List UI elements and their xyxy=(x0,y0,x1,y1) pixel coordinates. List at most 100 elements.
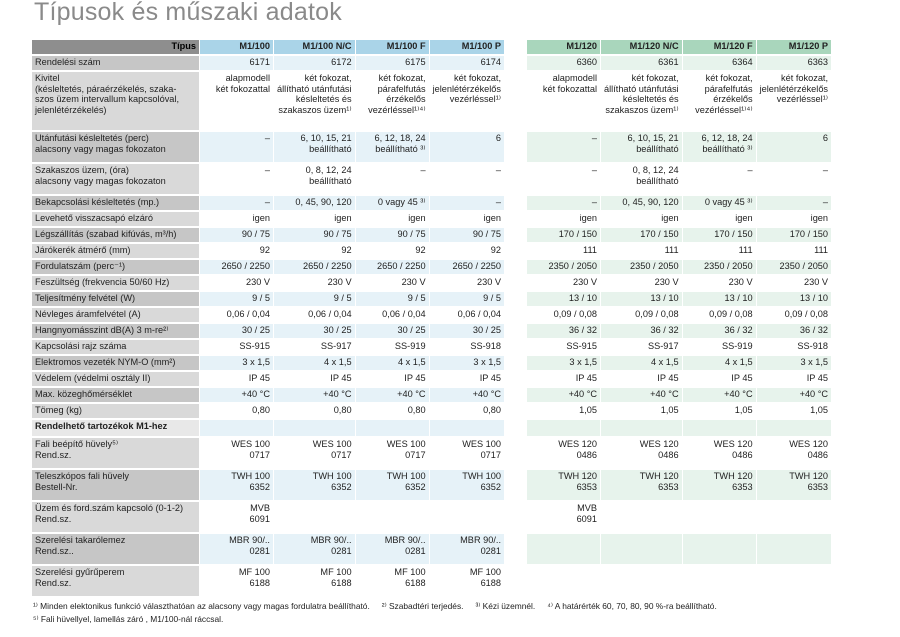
value-cell-line: vezérléssel¹⁾⁴⁾ xyxy=(368,104,426,115)
section-row: Rendelhető tartozékok M1-hez xyxy=(32,420,833,438)
value-cell-line: – xyxy=(264,165,270,175)
value-cell: 0,09 / 0,08 xyxy=(756,308,833,324)
value-cell-line: MVB xyxy=(577,503,598,513)
value-cell-line: 111 xyxy=(814,245,829,255)
value-cell-line: jelenlétérzékelős xyxy=(759,83,829,94)
value-cell: 111 xyxy=(527,244,602,260)
value-cell: 6363 xyxy=(756,56,833,72)
value-cell: 6, 12, 18, 24 beállítható ³⁾ xyxy=(355,132,430,164)
table-row: Fordulatszám (perc⁻¹) 2650 / 2250 2650 / 2… xyxy=(32,260,833,276)
value-cell-line: IP 45 xyxy=(479,373,502,383)
value-cell-line: beállítható ³⁾ xyxy=(702,143,753,154)
table-row: Max. közeghőmérséklet +40 °C +40 °C +40 °C +… xyxy=(32,388,833,404)
value-cell: MF 100 6188 xyxy=(200,566,274,598)
row-label: Levehető visszacsapó elzáró xyxy=(32,212,200,228)
value-cell-line: 0,80 xyxy=(407,405,426,415)
value-cell: 4 x 1,5 xyxy=(601,356,683,372)
value-cell-line: beállítható xyxy=(636,175,679,186)
value-cell: két fokozat, párafelfutás érzékelős vezérlé… xyxy=(682,72,757,132)
value-cell-line: 1,05 xyxy=(734,405,753,415)
table-row: Szerelési gyűrűperem Rend.sz. MF 100 6188 MF… xyxy=(32,566,833,598)
value-cell-line: – xyxy=(495,165,502,175)
spec-table: Típus M1/100 M1/100 N/C M1/100 F M1/100 P M1/… xyxy=(32,40,833,598)
value-cell-line: 3 x 1,5 xyxy=(569,357,598,367)
value-cell: 0,80 xyxy=(429,404,506,420)
value-cell-line: 170 / 150 xyxy=(789,229,829,239)
value-cell-line: 170 / 150 xyxy=(714,229,753,239)
value-cell-line: +40 °C xyxy=(799,389,829,399)
value-cell-line: 0, 45, 90, 120 xyxy=(295,197,352,207)
footnote: ⁴⁾ A határérték 60, 70, 80, 90 %-ra beál… xyxy=(547,601,717,611)
footnote: ¹⁾ Minden elektonikus funkció választhat… xyxy=(33,601,370,611)
value-cell: 111 xyxy=(682,244,757,260)
value-cell-line: 90 / 75 xyxy=(323,229,352,239)
column-gap xyxy=(505,470,528,502)
value-cell-line: szakaszos üzem¹⁾ xyxy=(278,104,352,115)
value-cell-line: igen xyxy=(810,213,829,223)
value-cell: 2350 / 2050 xyxy=(756,260,833,276)
value-cell-line: 1,05 xyxy=(660,405,679,415)
row-label: Elektromos vezeték NYM-O (mm²) xyxy=(32,356,200,372)
value-cell: MF 100 6188 xyxy=(274,566,356,598)
value-cell: 36 / 32 xyxy=(601,324,683,340)
column-gap xyxy=(505,212,528,228)
value-cell-line: 0,09 / 0,08 xyxy=(709,309,753,319)
value-cell-line: 13 / 10 xyxy=(724,293,753,303)
value-cell-line: 3 x 1,5 xyxy=(242,357,270,367)
value-cell: 0 vagy 45 ³⁾ xyxy=(355,196,430,212)
value-cell-line: 6353 xyxy=(807,481,829,492)
value-cell: 13 / 10 xyxy=(756,292,833,308)
value-cell-line: alapmodell xyxy=(225,73,270,83)
value-cell: 1,05 xyxy=(756,404,833,420)
value-cell-line: 30 / 25 xyxy=(241,325,270,335)
value-cell-line: – xyxy=(591,197,598,207)
value-cell-line: 230 V xyxy=(477,277,502,287)
value-cell-line: 230 V xyxy=(804,277,829,287)
value-cell: MBR 90/.. 0281 xyxy=(200,534,274,566)
value-cell-line: 0717 xyxy=(249,449,270,460)
value-cell-line: igen xyxy=(579,213,598,223)
value-cell: 0,09 / 0,08 xyxy=(682,308,757,324)
value-cell-line: TWH 120 xyxy=(639,471,679,481)
row-label: Feszültség (frekvencia 50/60 Hz) xyxy=(32,276,200,292)
value-cell-line: 9 / 5 xyxy=(483,293,502,303)
value-cell-line: SS-918 xyxy=(470,341,502,351)
column-gap xyxy=(505,388,528,404)
value-cell: – xyxy=(429,164,506,196)
value-cell: igen xyxy=(200,212,274,228)
column-gap xyxy=(505,356,528,372)
row-label-line: Fali beépítő hüvely⁵⁾ xyxy=(35,439,119,449)
value-cell-line: 170 / 150 xyxy=(640,229,679,239)
value-cell-line: 111 xyxy=(738,245,753,255)
row-label-line: Rendelhető tartozékok M1-hez xyxy=(35,421,168,431)
row-label-line: Szerelési gyűrűperem xyxy=(35,567,125,577)
value-cell: 2350 / 2050 xyxy=(682,260,757,276)
column-gap xyxy=(505,40,528,56)
value-cell-line: 9 / 5 xyxy=(407,293,426,303)
value-cell-line: – xyxy=(822,165,829,175)
value-cell-line: 6091 xyxy=(249,513,270,524)
value-cell: igen xyxy=(756,212,833,228)
value-cell-line: jelenlétérzékelős xyxy=(432,83,502,94)
value-cell-line: +40 °C xyxy=(397,389,426,399)
value-cell: 4 x 1,5 xyxy=(355,356,430,372)
column-gap xyxy=(505,72,528,132)
value-cell-line: 30 / 25 xyxy=(323,325,352,335)
row-label: Fali beépítő hüvely⁵⁾ Rend.sz. xyxy=(32,438,200,470)
table-row: Kapcsolási rajz száma SS-915 SS-917 SS-919 S… xyxy=(32,340,833,356)
value-cell-line: 6 xyxy=(822,133,829,143)
value-cell-line: két fokozat, xyxy=(781,73,829,83)
value-cell xyxy=(274,420,356,438)
column-gap xyxy=(505,372,528,388)
value-cell-line: 13 / 10 xyxy=(650,293,679,303)
value-cell-line: 2350 / 2050 xyxy=(630,261,679,271)
value-cell: – xyxy=(200,132,274,164)
value-cell-line: 0 vagy 45 ³⁾ xyxy=(377,197,426,207)
row-label-line: Rend.sz. xyxy=(35,513,72,524)
value-cell: +40 °C xyxy=(429,388,506,404)
value-cell-line: 230 V xyxy=(728,277,753,287)
value-cell-line: beállítható xyxy=(309,175,352,186)
value-cell-line: 4 x 1,5 xyxy=(323,357,352,367)
value-cell: 13 / 10 xyxy=(601,292,683,308)
value-cell-line: SS-915 xyxy=(239,341,270,351)
